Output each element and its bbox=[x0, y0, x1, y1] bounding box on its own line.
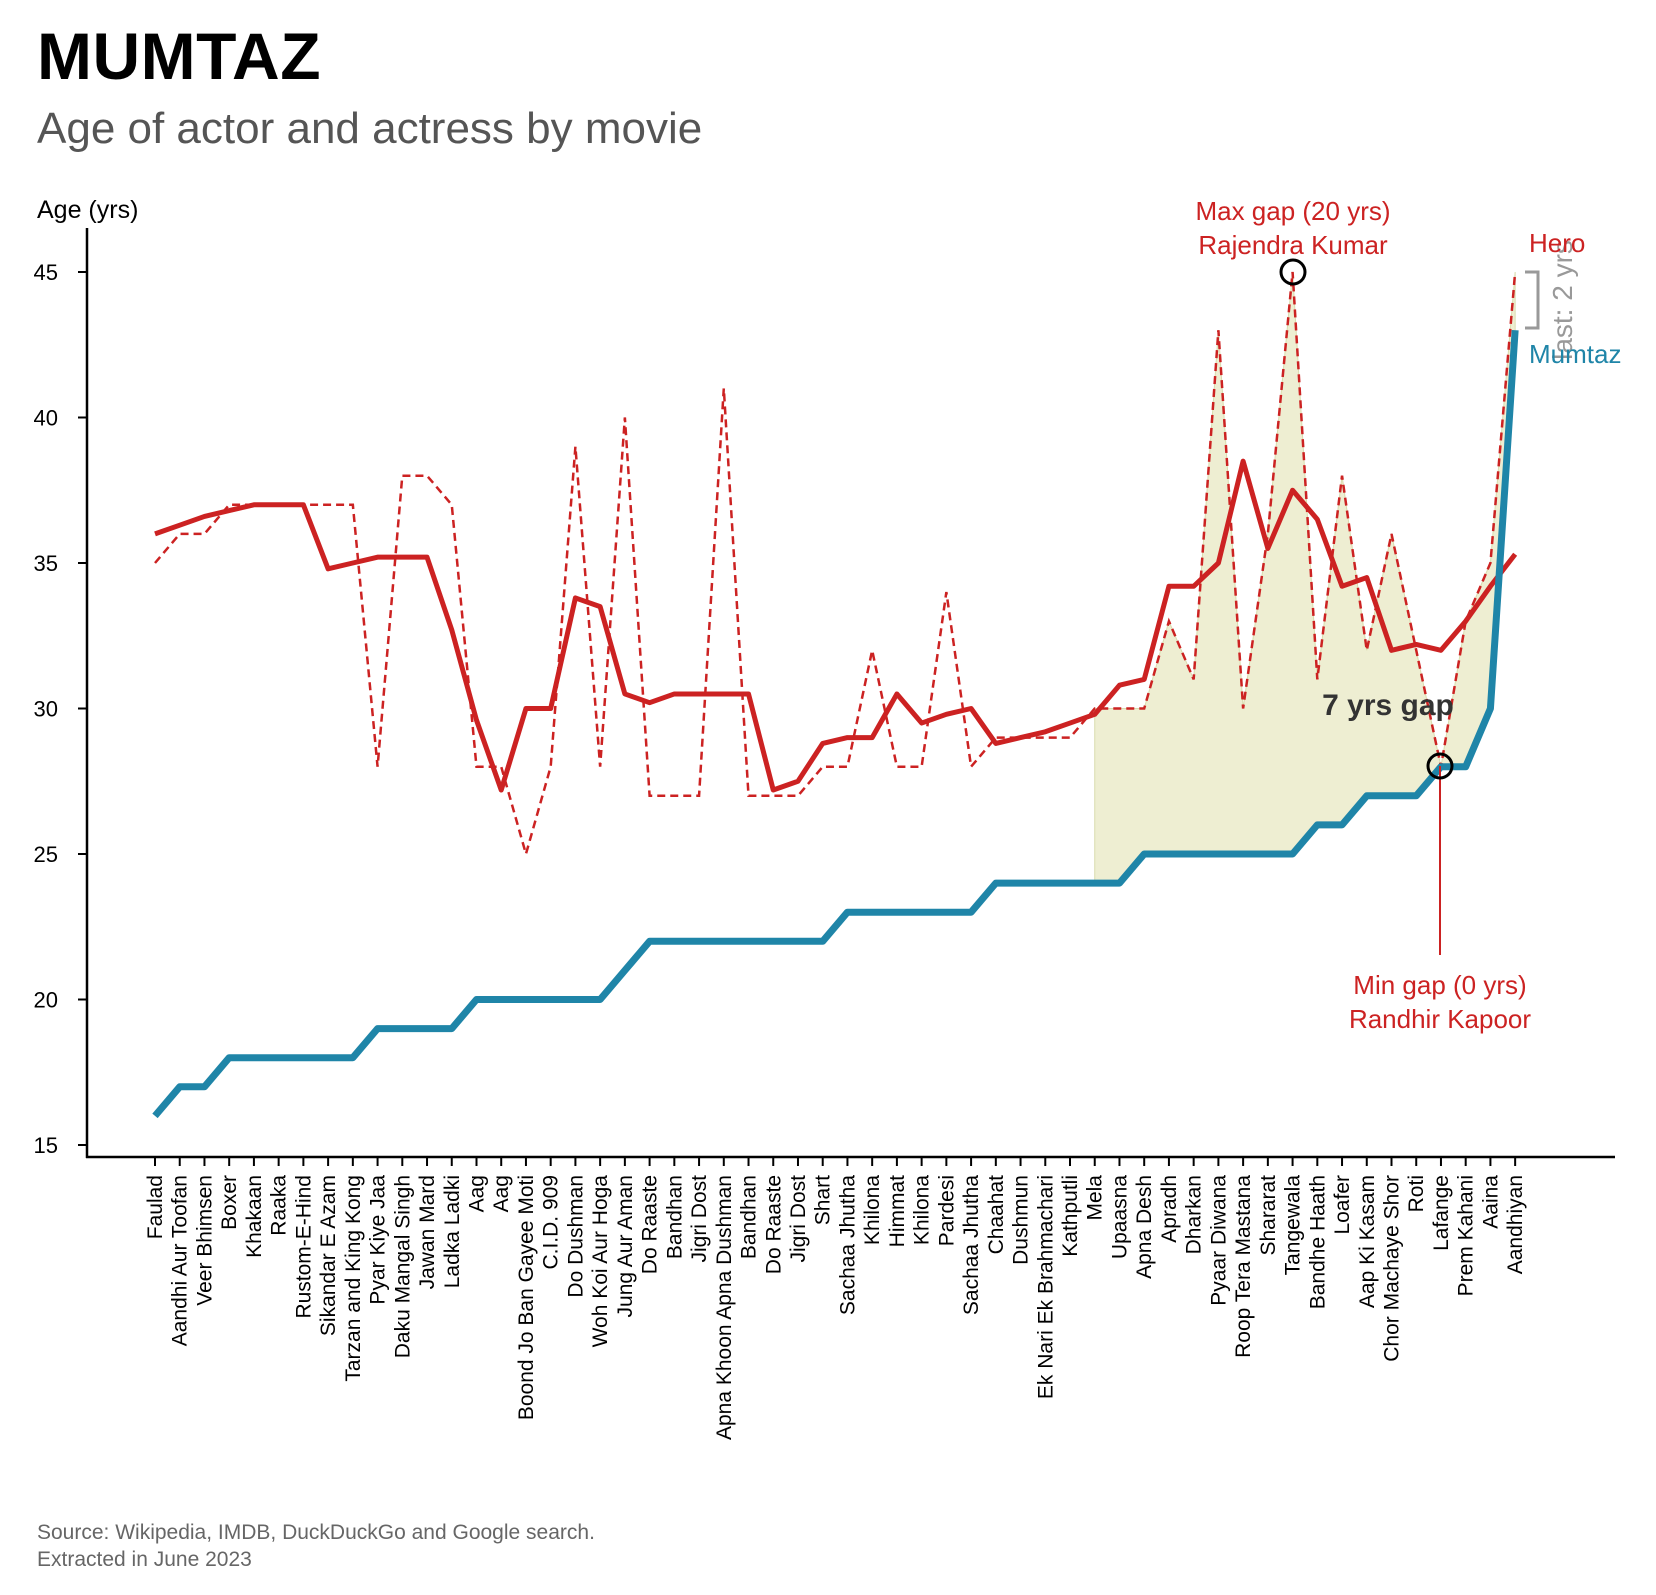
x-tick-label: C.I.D. 909 bbox=[540, 1175, 563, 1270]
x-tick-label: Bandhan bbox=[738, 1175, 761, 1259]
source-note: Source: Wikipedia, IMDB, DuckDuckGo and … bbox=[37, 1521, 595, 1545]
gap-area bbox=[1095, 272, 1515, 883]
x-tick-label: Tangewala bbox=[1282, 1175, 1305, 1276]
x-tick-label: Veer Bhimsen bbox=[193, 1175, 216, 1306]
x-tick-label: Pyar Kiye Jaa bbox=[367, 1175, 390, 1305]
x-tick-label: Woh Koi Aur Hoga bbox=[589, 1175, 612, 1348]
x-tick-label: Apna Khoon Apna Dushman bbox=[713, 1175, 736, 1440]
x-tick-label: Sachaa Jhutha bbox=[836, 1175, 859, 1315]
max-gap-label-line1: Max gap (20 yrs) bbox=[1195, 196, 1390, 226]
x-tick-label: Shararat bbox=[1257, 1175, 1280, 1256]
last-gap-bracket bbox=[1525, 272, 1538, 328]
heroine-series-label: Mumtaz bbox=[1529, 339, 1621, 369]
x-tick-label: Khilona bbox=[911, 1175, 934, 1245]
min-gap-label-line1: Min gap (0 yrs) bbox=[1353, 970, 1526, 1000]
mid-gap-label: 7 yrs gap bbox=[1322, 689, 1454, 722]
y-tick-label: 30 bbox=[34, 697, 58, 722]
x-tick-label: Aandhi Aur Toofan bbox=[169, 1175, 192, 1346]
y-ticks: 15 20 25 30 35 40 45 bbox=[34, 260, 87, 1158]
gap-fill-layer bbox=[1095, 272, 1515, 883]
x-tick-label: Bandhan bbox=[663, 1175, 686, 1259]
x-tick-label: Khakaan bbox=[243, 1175, 266, 1258]
x-tick-label: Kathputli bbox=[1059, 1175, 1082, 1257]
y-tick-label: 35 bbox=[34, 551, 58, 576]
x-ticks: Faulad Aandhi Aur Toofan Veer Bhimsen Boxer… bbox=[144, 1157, 1527, 1440]
x-tick-label: Boxer bbox=[218, 1175, 241, 1230]
x-tick-label: Do Raaste bbox=[762, 1175, 785, 1274]
x-tick-label: Bandhe Haath bbox=[1306, 1175, 1329, 1309]
x-tick-label: Daku Mangal Singh bbox=[391, 1175, 414, 1358]
x-tick-label: Aandhiyan bbox=[1504, 1175, 1527, 1274]
x-tick-label: Pardesi bbox=[935, 1175, 958, 1246]
x-tick-label: Chaahat bbox=[985, 1175, 1008, 1255]
y-tick-label: 25 bbox=[34, 842, 58, 867]
x-tick-label: Faulad bbox=[144, 1175, 167, 1239]
y-tick-label: 45 bbox=[34, 260, 58, 285]
x-tick-label: Ladka Ladki bbox=[441, 1175, 464, 1288]
x-tick-label: Jigri Dost bbox=[787, 1175, 810, 1263]
y-tick-label: 15 bbox=[34, 1133, 58, 1158]
min-gap-label-line2: Randhir Kapoor bbox=[1349, 1004, 1531, 1034]
x-tick-label: Mela bbox=[1084, 1175, 1107, 1221]
x-tick-label: Boond Jo Ban Gayee Moti bbox=[515, 1175, 538, 1420]
x-tick-label: Ek Nari Ek Brahmachari bbox=[1034, 1175, 1057, 1399]
x-tick-label: Rustom-E-Hind bbox=[292, 1175, 315, 1319]
x-tick-label: Aap Ki Kasam bbox=[1356, 1175, 1379, 1308]
x-tick-label: Dharkan bbox=[1183, 1175, 1206, 1254]
max-gap-label-line2: Rajendra Kumar bbox=[1198, 230, 1388, 260]
x-tick-label: Dushmun bbox=[1010, 1175, 1033, 1265]
x-tick-label: Aag bbox=[465, 1175, 488, 1212]
x-tick-label: Jawan Mard bbox=[416, 1175, 439, 1289]
x-tick-label: Apna Desh bbox=[1133, 1175, 1156, 1279]
x-tick-label: Lafange bbox=[1430, 1175, 1453, 1251]
x-tick-label: Upaasna bbox=[1108, 1175, 1131, 1259]
x-tick-label: Sikandar E Azam bbox=[317, 1175, 340, 1336]
x-tick-label: Prem Kahani bbox=[1455, 1175, 1478, 1296]
x-tick-label: Shart bbox=[812, 1175, 835, 1225]
x-tick-label: Aaina bbox=[1479, 1175, 1502, 1229]
x-tick-label: Sachaa Jhutha bbox=[960, 1175, 983, 1315]
x-tick-label: Tarzan and King Kong bbox=[342, 1175, 365, 1382]
x-tick-label: Pyaar Diwana bbox=[1207, 1175, 1230, 1306]
x-tick-label: Chor Machaye Shor bbox=[1381, 1175, 1404, 1362]
x-tick-label: Himmat bbox=[886, 1175, 909, 1247]
x-tick-label: Do Dushman bbox=[564, 1175, 587, 1298]
y-tick-label: 40 bbox=[34, 406, 58, 431]
x-tick-label: Aag bbox=[490, 1175, 513, 1212]
x-tick-label: Khilona bbox=[861, 1175, 884, 1245]
x-tick-label: Jung Aur Aman bbox=[614, 1175, 637, 1317]
extraction-note: Extracted in June 2023 bbox=[37, 1548, 252, 1572]
x-tick-label: Loafer bbox=[1331, 1175, 1354, 1235]
x-tick-label: Apradh bbox=[1158, 1175, 1181, 1243]
x-tick-label: Do Raaste bbox=[639, 1175, 662, 1274]
x-tick-label: Roop Tera Mastana bbox=[1232, 1175, 1255, 1358]
hero-series-label: Hero bbox=[1529, 228, 1585, 258]
y-tick-label: 20 bbox=[34, 988, 58, 1013]
x-tick-label: Jigri Dost bbox=[688, 1175, 711, 1263]
x-tick-label: Roti bbox=[1405, 1175, 1428, 1212]
y-axis-label: Age (yrs) bbox=[37, 196, 138, 224]
x-tick-label: Raaka bbox=[268, 1175, 291, 1236]
